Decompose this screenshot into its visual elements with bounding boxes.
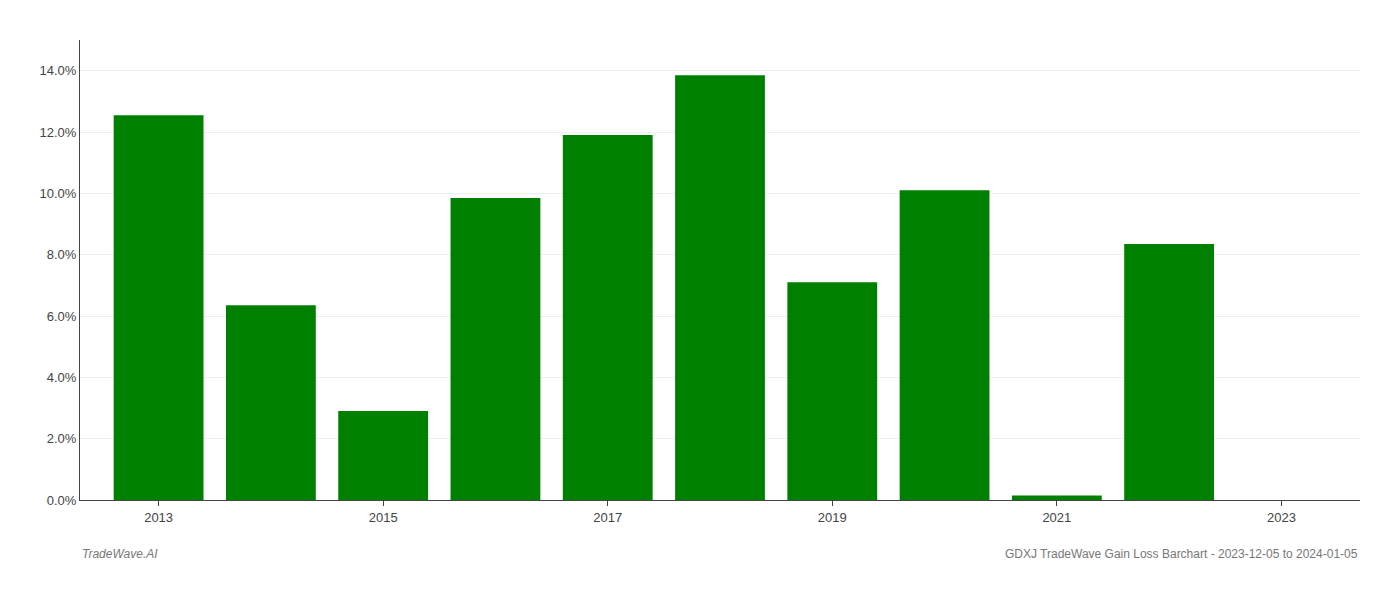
svg-text:2015: 2015 — [369, 510, 398, 525]
svg-text:10.0%: 10.0% — [40, 186, 77, 201]
svg-text:2021: 2021 — [1042, 510, 1071, 525]
svg-text:0.0%: 0.0% — [47, 493, 77, 508]
svg-text:2019: 2019 — [818, 510, 847, 525]
svg-text:4.0%: 4.0% — [47, 370, 77, 385]
svg-text:2.0%: 2.0% — [47, 431, 77, 446]
svg-text:2013: 2013 — [144, 510, 173, 525]
svg-text:2023: 2023 — [1267, 510, 1296, 525]
svg-text:6.0%: 6.0% — [47, 309, 77, 324]
svg-text:8.0%: 8.0% — [47, 247, 77, 262]
svg-text:12.0%: 12.0% — [40, 125, 77, 140]
svg-text:TradeWave.AI: TradeWave.AI — [82, 547, 158, 561]
svg-text:GDXJ TradeWave Gain Loss Barch: GDXJ TradeWave Gain Loss Barchart - 2023… — [1005, 547, 1358, 561]
svg-text:2017: 2017 — [593, 510, 622, 525]
svg-text:14.0%: 14.0% — [40, 63, 77, 78]
